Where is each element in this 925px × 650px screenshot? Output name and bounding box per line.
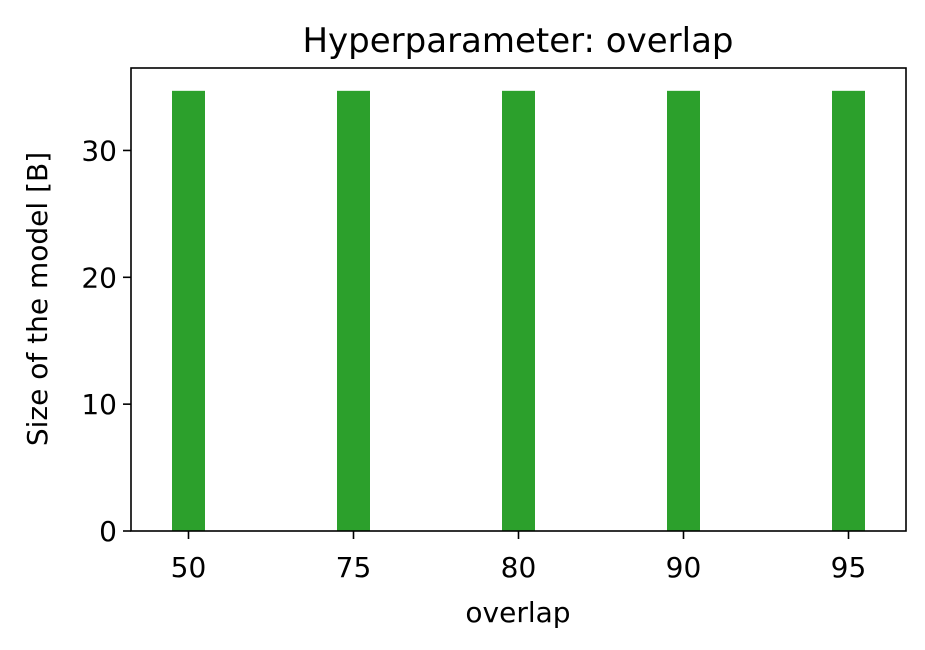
chart-title: Hyperparameter: overlap [302,21,733,61]
x-tick-label: 90 [666,551,702,584]
y-tick-label: 0 [99,515,117,548]
x-tick-label: 80 [501,551,537,584]
y-tick-label: 20 [81,261,117,294]
x-tick-label: 75 [336,551,372,584]
y-tick-label: 10 [81,388,117,421]
y-axis-label: Size of the model [B] [21,152,54,446]
bar-75 [337,90,370,531]
x-tick-label: 95 [831,551,867,584]
bar-90 [667,90,700,531]
x-axis: 50 75 80 90 95 [171,531,867,584]
y-tick-label: 30 [81,134,117,167]
bar-50 [172,90,205,531]
x-tick-label: 50 [171,551,207,584]
y-axis: 0 10 20 30 [81,134,131,548]
bar-95 [832,90,865,531]
bar-80 [502,90,535,531]
x-axis-label: overlap [465,596,570,629]
bars-group [172,90,865,531]
